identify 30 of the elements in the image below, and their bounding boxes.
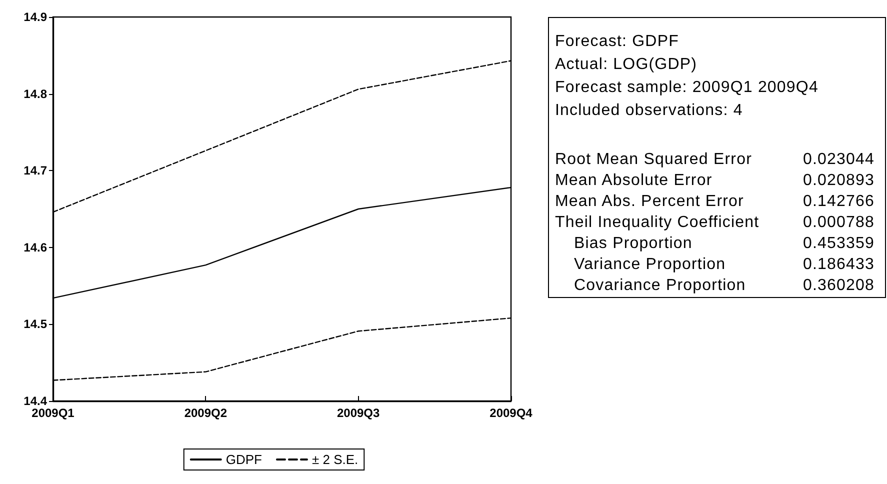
category-label: Bias Proportion bbox=[574, 235, 692, 252]
text: Forecast: GDPF bbox=[555, 33, 679, 50]
category-label: Mean Abs. Percent Error bbox=[555, 193, 744, 210]
x-tick-label: 2009Q3 bbox=[336, 406, 380, 420]
category-label: Variance Proportion bbox=[574, 256, 726, 273]
x-tick-label: 2009Q2 bbox=[184, 406, 228, 420]
y-tick-label: 14.9 bbox=[24, 10, 48, 24]
text: Forecast sample: 2009Q1 2009Q4 bbox=[555, 79, 818, 96]
data-label: 0.142766 bbox=[803, 193, 875, 210]
category-label: Covariance Proportion bbox=[574, 277, 746, 294]
category-label: Mean Absolute Error bbox=[555, 172, 712, 189]
y-tick-label: 14.5 bbox=[24, 317, 48, 332]
data-label: 0.000788 bbox=[803, 214, 875, 231]
data-label: 0.360208 bbox=[803, 277, 875, 294]
data-label: 0.023044 bbox=[803, 151, 875, 168]
category-label: Root Mean Squared Error bbox=[555, 151, 752, 168]
y-tick-label: 14.7 bbox=[24, 164, 48, 178]
legend-label: ± 2 S.E. bbox=[312, 452, 358, 467]
data-label: 0.186433 bbox=[803, 256, 875, 273]
data-label: 0.453359 bbox=[803, 235, 875, 252]
y-tick-label: 14.6 bbox=[24, 240, 48, 254]
text: Included observations: 4 bbox=[555, 102, 743, 119]
legend-label: GDPF bbox=[226, 452, 262, 467]
x-tick-label: 2009Q1 bbox=[32, 406, 75, 420]
data-label: 0.020893 bbox=[803, 172, 875, 189]
x-tick-label: 2009Q4 bbox=[490, 406, 533, 420]
category-label: Theil Inequality Coefficient bbox=[555, 214, 760, 231]
y-tick-label: 14.4 bbox=[24, 394, 48, 408]
text: Actual: LOG(GDP) bbox=[555, 56, 698, 73]
y-tick-label: 14.8 bbox=[24, 86, 48, 101]
